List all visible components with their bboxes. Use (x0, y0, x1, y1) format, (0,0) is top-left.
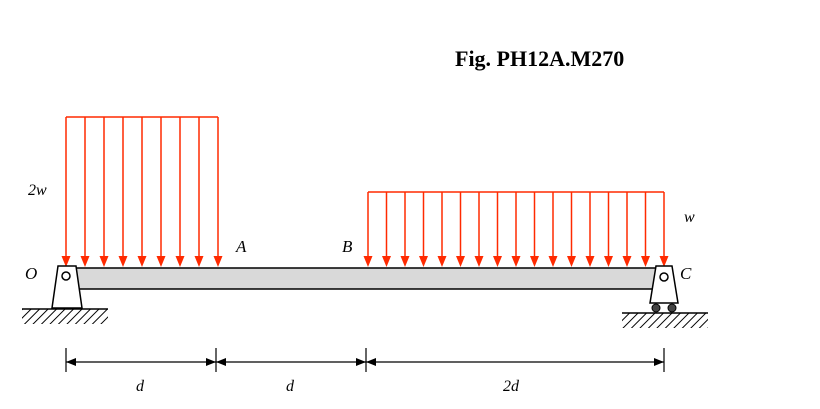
load-left-arrow (175, 117, 185, 267)
dimension-arrowhead (206, 358, 216, 366)
load-right-arrow (548, 192, 558, 267)
point-label-o: O (25, 264, 37, 283)
pin-o (61, 271, 71, 281)
load-left-arrow (156, 117, 166, 267)
load-right-arrow (585, 192, 595, 267)
distributed-load-left (61, 116, 223, 267)
load-left-arrow (99, 117, 109, 267)
load-right-arrow (400, 192, 410, 267)
dimension-label-oa: d (136, 378, 145, 395)
roller-wheel-1 (651, 303, 661, 313)
dimension-arrowhead (654, 358, 664, 366)
load-right-arrow (604, 192, 613, 267)
load-right-arrow (419, 192, 428, 267)
roller-support-c (622, 265, 708, 328)
load-right-arrow (382, 192, 391, 267)
load-left-arrow (80, 117, 90, 267)
pin-support-o (22, 265, 108, 324)
load-left-arrow (137, 117, 147, 267)
load-right-arrow (511, 192, 521, 267)
ground-hatch-c (622, 313, 708, 328)
load-right-arrow (363, 192, 373, 267)
pin-c (659, 272, 669, 282)
load-right-arrow (622, 192, 632, 267)
dimension-arrowhead (216, 358, 226, 366)
load-left-arrow (213, 117, 223, 267)
point-label-a: A (235, 237, 247, 256)
load-right-arrow (493, 192, 502, 267)
load-right-arrow (474, 192, 484, 267)
beam (63, 267, 665, 290)
dimension-label-bc: 2d (503, 378, 520, 395)
load-right-arrow (641, 192, 650, 267)
load-left-arrow (118, 117, 128, 267)
roller-wheel-2 (667, 303, 677, 313)
figure-title: Fig. PH12A.M270 (455, 46, 624, 71)
dimension-arrowhead (66, 358, 76, 366)
distributed-load-right (363, 191, 669, 267)
point-label-b: B (342, 237, 353, 256)
load-label-left: 2w (28, 182, 47, 199)
ground-hatch-o (22, 309, 108, 324)
dimension-arrowhead (366, 358, 376, 366)
load-right-arrow (659, 192, 669, 267)
dimension-arrowhead (356, 358, 366, 366)
load-left-arrow (194, 117, 204, 267)
load-right-arrow (456, 192, 465, 267)
load-label-right: w (684, 209, 695, 226)
dimension-label-ab: d (286, 378, 295, 395)
point-label-c: C (680, 264, 692, 283)
load-right-arrow (437, 192, 447, 267)
load-right-arrow (530, 192, 539, 267)
dimension-lines (65, 348, 665, 372)
load-left-arrow (61, 117, 71, 267)
load-right-arrow (567, 192, 576, 267)
